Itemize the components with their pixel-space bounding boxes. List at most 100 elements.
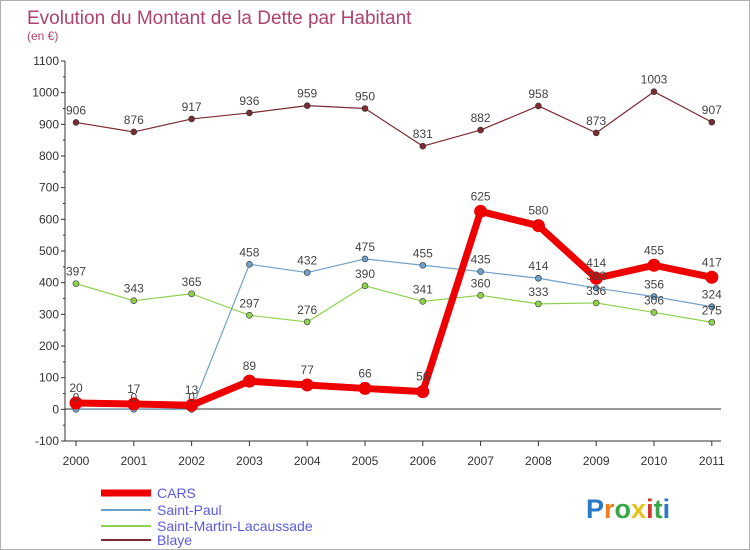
data-point-saint-martin-lacaussade (361, 282, 369, 290)
data-label-saint-martin-lacaussade: 365 (182, 275, 202, 289)
data-label-blaye: 907 (702, 103, 722, 117)
data-label-blaye: 882 (471, 111, 491, 125)
data-label-saint-paul: 383 (586, 269, 606, 283)
data-point-saint-martin-lacaussade (477, 292, 484, 299)
data-label-saint-martin-lacaussade: 397 (66, 265, 86, 279)
y-tick-label: 1100 (33, 54, 59, 68)
data-point-saint-paul (708, 303, 716, 311)
data-label-cars: 580 (528, 204, 548, 218)
data-label-blaye: 917 (182, 100, 202, 114)
logo-letter: o (615, 494, 632, 524)
data-point-cars (242, 374, 256, 388)
data-label-saint-martin-lacaussade: 360 (471, 276, 491, 290)
data-label-cars: 56 (416, 370, 430, 384)
y-tick-label: 800 (39, 149, 59, 163)
x-ticks: 2000 2001 2002 2003 2004 2005 2006 2007 2008 2009… (63, 441, 725, 468)
x-tick-label: 2011 (699, 454, 725, 468)
data-point-saint-paul (650, 293, 658, 300)
data-point-blaye (419, 142, 427, 150)
data-point-cars (531, 219, 545, 233)
x-tick-label: 2000 (63, 454, 90, 468)
data-label-saint-martin-lacaussade: 341 (413, 282, 433, 296)
logo-letter: i (663, 494, 671, 524)
data-label-saint-martin-lacaussade: 276 (297, 303, 317, 317)
data-label-blaye: 873 (586, 114, 606, 128)
logo-letter: P (586, 494, 604, 524)
data-point-saint-martin-lacaussade (708, 318, 716, 326)
data-label-saint-paul: 432 (297, 254, 317, 268)
y-tick-label: 900 (39, 117, 59, 131)
proxiti-logo: Proxiti (586, 494, 670, 524)
data-point-blaye (303, 102, 311, 109)
data-point-saint-paul (477, 268, 484, 275)
legend-label-saint-martin-lacaussade: Saint-Martin-Lacaussade (157, 518, 313, 534)
series-line-cars (75, 207, 713, 409)
data-label-cars: 77 (301, 363, 315, 377)
legend-label-cars: CARS (157, 485, 196, 501)
data-label-saint-martin-lacaussade: 297 (239, 296, 259, 310)
chart-title: Evolution du Montant de la Dette par Hab… (27, 8, 412, 29)
data-label-saint-paul: 435 (471, 253, 491, 267)
x-tick-label: 2010 (641, 454, 668, 468)
data-point-saint-martin-lacaussade (130, 297, 138, 305)
x-tick-label: 2003 (236, 454, 263, 468)
data-label-cars: 89 (243, 359, 257, 373)
data-point-saint-paul (419, 261, 427, 269)
series-line-saint-martin-lacaussade (75, 283, 712, 323)
x-tick-label: 2004 (294, 454, 321, 468)
data-labels: 906 876 917 936 959 950 831 882 958 873 1003 907 397… (66, 73, 722, 405)
data-label-cars: 17 (127, 382, 141, 396)
data-label-saint-martin-lacaussade: 336 (586, 284, 606, 298)
data-point-blaye (130, 128, 138, 136)
data-point-cars (127, 397, 141, 411)
y-tick-label: 200 (39, 339, 59, 353)
legend-label-saint-paul: Saint-Paul (157, 502, 222, 518)
data-label-cars: 66 (358, 366, 372, 380)
data-label-saint-paul: 458 (239, 245, 259, 259)
data-point-blaye (72, 119, 80, 126)
x-tick-label: 2009 (583, 454, 610, 468)
x-tick-label: 2002 (178, 454, 205, 468)
data-point-blaye (246, 109, 253, 117)
data-point-cars (647, 258, 661, 272)
data-label-cars: 625 (471, 189, 491, 203)
y-tick-label: 500 (39, 244, 59, 258)
data-point-cars (705, 270, 719, 284)
data-label-blaye: 958 (528, 87, 548, 101)
data-point-blaye (708, 118, 716, 126)
data-point-blaye (592, 129, 600, 137)
x-tick-label: 2005 (352, 454, 379, 468)
y-tick-label: 300 (39, 307, 59, 321)
data-point-blaye (535, 102, 542, 110)
x-tick-label: 2007 (467, 454, 494, 468)
y-ticks: -100 0 100 200 300 400 500 600 700 800 900 1000 1100 (32, 54, 65, 448)
data-point-saint-martin-lacaussade (72, 280, 80, 287)
x-tick-label: 2008 (525, 454, 552, 468)
data-point-saint-martin-lacaussade (246, 311, 253, 319)
data-point-saint-paul (246, 260, 253, 268)
data-point-cars (358, 381, 372, 395)
data-label-blaye: 950 (355, 90, 375, 104)
data-point-saint-paul (535, 274, 542, 282)
y-tick-label: 100 (39, 371, 59, 385)
data-point-saint-paul (361, 255, 369, 263)
data-label-saint-martin-lacaussade: 390 (355, 267, 375, 281)
data-label-blaye: 1003 (641, 73, 668, 87)
y-tick-label: 0 (52, 402, 59, 416)
data-point-saint-paul (592, 284, 600, 292)
data-point-cars (416, 385, 430, 399)
data-label-cars: 417 (702, 255, 722, 269)
data-point-cars (69, 396, 83, 410)
logo-letter: r (604, 494, 615, 524)
data-label-saint-paul: 414 (528, 259, 548, 273)
data-point-blaye (361, 105, 369, 112)
data-label-saint-paul: 0 (73, 390, 80, 404)
x-tick-label: 2001 (120, 454, 147, 468)
data-label-saint-martin-lacaussade: 275 (702, 303, 722, 317)
data-label-blaye: 876 (124, 113, 144, 127)
data-label-saint-martin-lacaussade: 306 (644, 293, 664, 307)
data-label-saint-paul: 455 (413, 246, 433, 260)
legend: CARS Saint-Paul Saint-Martin-Lacaussade … (101, 485, 313, 548)
data-label-cars: 455 (644, 243, 664, 257)
